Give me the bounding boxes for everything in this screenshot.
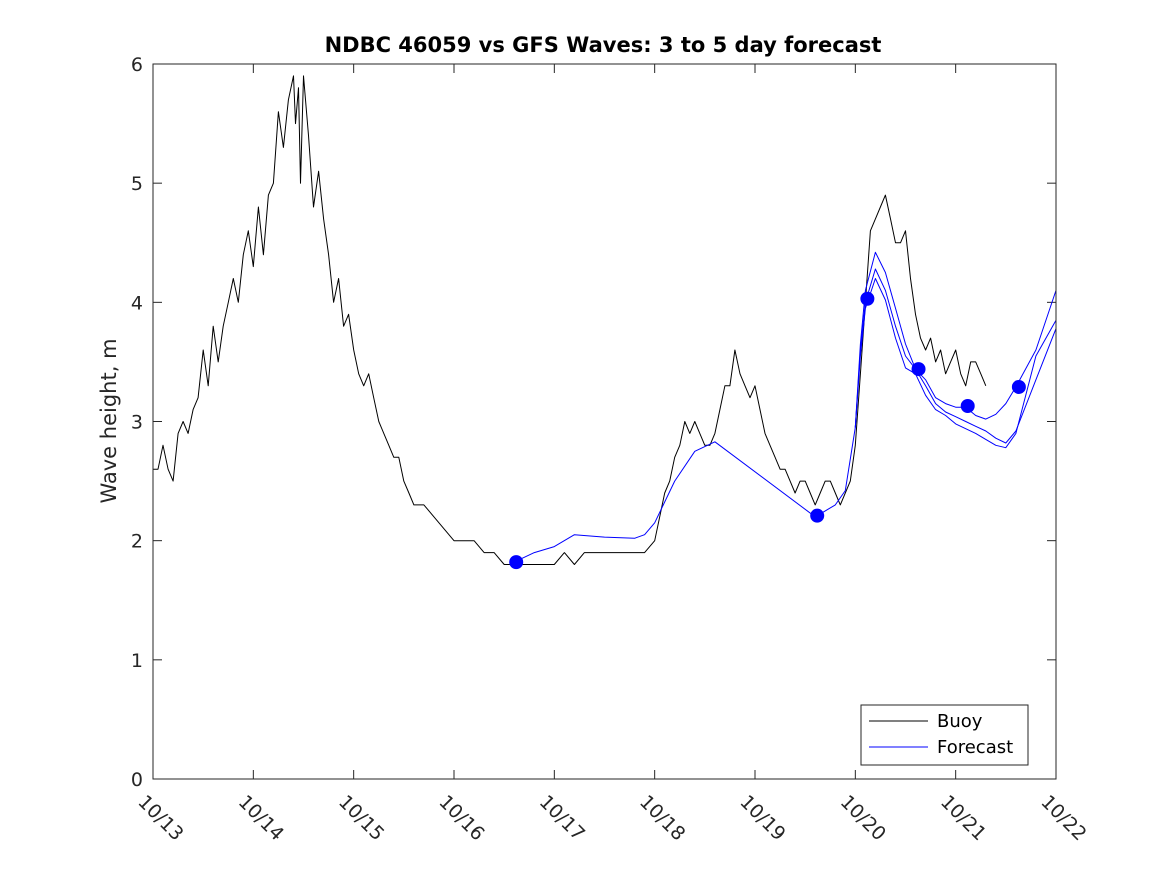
legend-forecast-label: Forecast — [937, 737, 1013, 758]
y-tick-label: 0 — [131, 769, 143, 791]
y-axis-ticks: 0 1 2 3 4 5 6 — [131, 54, 1056, 791]
y-tick-label: 3 — [131, 412, 143, 434]
forecast-marker — [911, 362, 926, 377]
plot-background — [153, 64, 1056, 779]
plot-area — [153, 64, 1056, 779]
forecast-marker — [1011, 379, 1026, 394]
forecast-marker — [860, 291, 875, 306]
forecast-marker — [810, 508, 825, 523]
y-axis-label: Wave height, m — [97, 338, 121, 503]
legend-buoy-label: Buoy — [937, 711, 983, 732]
series-line-buoy — [153, 75, 987, 565]
legend: Buoy Forecast — [860, 704, 1029, 766]
forecast-marker — [509, 555, 524, 570]
forecast-marker — [960, 399, 975, 414]
y-tick-label: 5 — [131, 173, 143, 195]
y-tick-label: 2 — [131, 531, 143, 553]
marker-layer — [509, 291, 1026, 570]
y-tick-label: 4 — [131, 292, 143, 314]
y-tick-label: 1 — [131, 650, 143, 672]
legend-box — [860, 704, 1029, 766]
plot-frame — [152, 63, 1057, 780]
y-tick-label: 6 — [131, 54, 143, 76]
series-layer — [153, 75, 1057, 565]
series-line-forecast-2 — [854, 251, 1057, 428]
series-line-forecast-3 — [854, 278, 1057, 449]
chart-title: NDBC 46059 vs GFS Waves: 3 to 5 day fore… — [325, 33, 882, 57]
